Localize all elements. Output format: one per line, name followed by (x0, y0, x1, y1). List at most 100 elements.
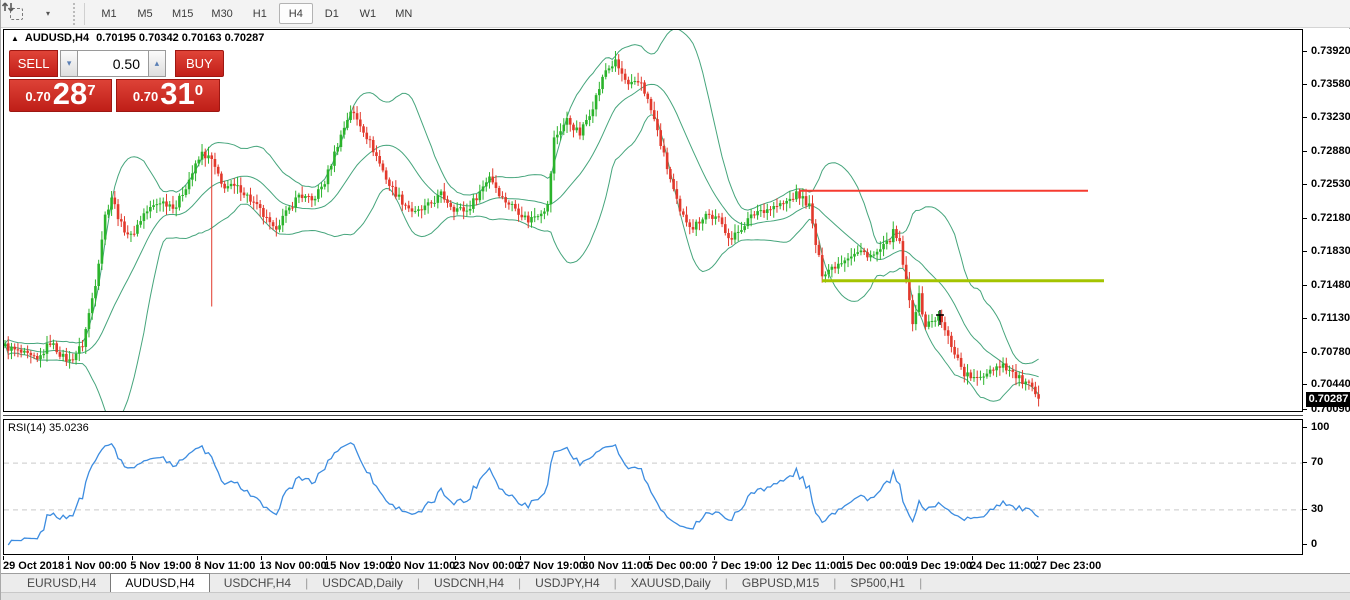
timeframe-button-h1[interactable]: H1 (252, 7, 267, 20)
timeframe-button-d1[interactable]: D1 (324, 7, 339, 20)
date-tick (326, 556, 327, 560)
rsi-canvas[interactable] (4, 420, 1302, 554)
date-tick (713, 556, 715, 560)
date-axis-label: 8 Nov 11:00 (194, 560, 256, 572)
tab-separator: | (613, 576, 617, 590)
candles-group (4, 51, 1040, 407)
rsi-scale-tick (1303, 462, 1307, 464)
price-tick (1303, 51, 1307, 52)
bollinger-lower (4, 114, 1039, 411)
sell-price-big: 28 (52, 76, 88, 111)
timeframe-button-m30[interactable]: M30 (211, 7, 233, 20)
bollinger-upper (4, 30, 1039, 365)
timeframe-button-h4[interactable]: H4 (278, 3, 313, 24)
tab-usdcad[interactable]: USDCAD,Daily (322, 576, 403, 590)
date-axis-label: 15 Dec 00:00 (840, 560, 908, 572)
date-axis-label: 19 Dec 19:00 (905, 560, 973, 572)
one-click-panel-toggle[interactable]: ▲ (11, 33, 19, 43)
window-splitter[interactable] (3, 415, 1303, 416)
date-tick (3, 556, 4, 560)
price-axis-label: 0.73230 (1311, 111, 1350, 124)
buy-price-display[interactable]: 0.70 31 0 (116, 76, 220, 112)
date-tick (778, 556, 780, 560)
buy-price-big: 31 (160, 76, 195, 111)
buy-price-sup: 0 (194, 82, 204, 99)
chart-symbol: AUDUSD,H4 (24, 32, 90, 44)
bollinger-bands (4, 30, 1039, 411)
rsi-value: 35.0236 (48, 422, 89, 434)
date-axis-label: 7 Dec 19:00 (711, 560, 773, 572)
price-axis-label: 0.71130 (1311, 312, 1350, 325)
price-axis-label: 0.72180 (1311, 211, 1350, 224)
tab-gbpusd[interactable]: GBPUSD,M15 (741, 576, 820, 590)
price-tick (1303, 150, 1307, 152)
main-chart-frame (3, 29, 1303, 412)
timeframe-button-w1[interactable]: W1 (359, 7, 377, 20)
tab-separator: | (305, 576, 309, 590)
date-tick (907, 556, 909, 560)
price-tick (1303, 409, 1307, 410)
price-axis-label: 0.72880 (1311, 144, 1350, 157)
price-tick (1303, 351, 1307, 353)
tab-bar-lead (1, 574, 13, 592)
tab-usdchf[interactable]: USDCHF,H4 (223, 576, 292, 590)
buy-price-prefix: 0.70 (132, 89, 159, 104)
tile-windows-icon (1, 2, 15, 12)
date-tick (196, 556, 198, 560)
price-tick (1303, 384, 1307, 386)
date-axis[interactable]: 29 Oct 2018 1 Nov 00:00 5 Nov 19:00 8 Nov 1… (1, 556, 1350, 573)
buy-button[interactable]: BUY (174, 50, 224, 77)
date-tick (972, 556, 973, 560)
volume-input[interactable] (78, 50, 148, 77)
price-scale[interactable]: 0.73920 0.73580 0.73230 0.72880 0.72530 0.721… (1303, 29, 1350, 556)
selection-tool-button[interactable] (5, 4, 27, 24)
toolbar-grip[interactable] (73, 2, 78, 25)
rsi-label: RSI(14) 35.0236 (8, 422, 89, 434)
date-axis-label: 27 Nov 19:00 (517, 560, 586, 572)
volume-increase-button[interactable]: ▴ (148, 50, 166, 77)
date-axis-label: 27 Dec 23:00 (1034, 560, 1102, 572)
date-axis-label: 5 Nov 19:00 (130, 560, 192, 572)
tab-audusd[interactable]: AUDUSD,H4 (110, 573, 210, 592)
sell-price-display[interactable]: 0.70 28 7 (9, 76, 112, 112)
date-axis-label: 1 Nov 00:00 (65, 560, 127, 572)
price-axis-label: 0.70440 (1311, 378, 1350, 391)
cross-marker (936, 310, 944, 325)
price-axis-label: 0.73580 (1311, 77, 1350, 90)
date-tick (455, 556, 457, 560)
sell-button[interactable]: SELL (9, 50, 59, 77)
toolbar-separator (84, 2, 85, 25)
rsi-scale-label: 100 (1311, 421, 1330, 433)
price-tick (1303, 217, 1307, 219)
date-axis-label: 13 Nov 00:00 (259, 560, 327, 572)
price-tick (1303, 83, 1307, 85)
chart-ohlc: 0.70195 0.70342 0.70163 0.70287 (96, 32, 265, 44)
tile-windows-button[interactable]: ▾ (1, 2, 63, 24)
main-chart-canvas[interactable] (4, 30, 1302, 411)
rsi-scale-tick (1303, 508, 1307, 510)
chart-title: ▲ AUDUSD,H4 0.70195 0.70342 0.70163 0.70… (11, 32, 264, 44)
tab-usdcnh[interactable]: USDCNH,H4 (434, 576, 505, 590)
date-axis-label: 30 Nov 11:00 (582, 560, 650, 572)
date-axis-label: 15 Nov 19:00 (324, 560, 392, 572)
current-price-badge: 0.70287 (1306, 391, 1350, 407)
tab-separator: | (724, 576, 728, 590)
tab-sp500[interactable]: SP500,H1 (850, 576, 906, 590)
rsi-line (7, 442, 1039, 546)
date-axis-label: 23 Nov 00:00 (453, 560, 521, 572)
tab-xauusd[interactable]: XAUUSD,Daily (630, 576, 711, 590)
status-strip (1, 592, 1350, 600)
timeframe-button-mn[interactable]: MN (395, 7, 413, 20)
chart-tab-bar: EURUSD,H4 AUDUSD,H4 USDCHF,H4 | USDCAD,Daily… (1, 573, 1350, 592)
price-axis-label: 0.73920 (1311, 45, 1350, 57)
price-axis-label: 0.71830 (1311, 245, 1350, 258)
rsi-name: RSI(14) (8, 422, 46, 434)
tab-eurusd[interactable]: EURUSD,H4 (27, 576, 97, 590)
volume-decrease-button[interactable]: ▾ (60, 50, 78, 77)
timeframe-button-m1[interactable]: M1 (101, 7, 117, 20)
timeframe-button-m5[interactable]: M5 (137, 7, 153, 20)
date-axis-label: 29 Oct 2018 (3, 560, 65, 572)
tab-separator: | (518, 576, 522, 590)
tab-usdjpy[interactable]: USDJPY,H4 (535, 576, 600, 590)
timeframe-button-m15[interactable]: M15 (172, 7, 194, 20)
